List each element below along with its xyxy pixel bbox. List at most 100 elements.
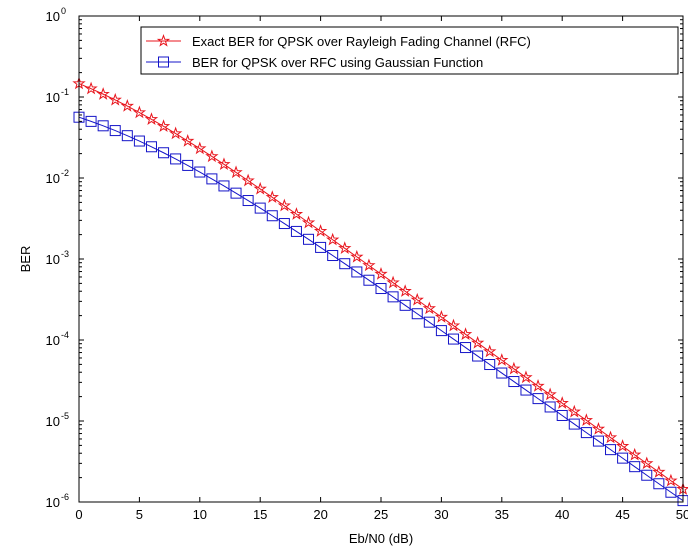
square-marker (315, 241, 327, 253)
series-0 (72, 76, 688, 495)
square-marker (254, 202, 266, 214)
square-marker (194, 166, 206, 178)
legend-marker-gaussian (158, 56, 169, 68)
square-marker (109, 125, 121, 137)
square-marker (133, 135, 145, 147)
square-marker (170, 153, 182, 165)
square-marker (375, 283, 387, 295)
square-marker (158, 147, 170, 159)
legend-square-icon (158, 56, 169, 68)
star-marker (289, 207, 304, 220)
square-marker (411, 308, 423, 320)
square-marker (568, 418, 580, 430)
square-marker (399, 299, 411, 311)
square-marker (387, 291, 399, 303)
square-marker (472, 350, 484, 362)
square-marker (266, 210, 278, 222)
square-marker (303, 233, 315, 245)
x-tick-label: 45 (615, 507, 629, 522)
star-marker (374, 267, 388, 280)
star-marker (446, 318, 461, 332)
square-marker (556, 409, 568, 421)
x-tick-label: 30 (434, 507, 448, 522)
x-tick-label: 35 (495, 507, 509, 522)
square-marker (290, 225, 302, 237)
series-layer (72, 76, 688, 507)
square-marker (423, 316, 435, 328)
star-marker (301, 215, 316, 229)
x-tick-label: 5 (136, 507, 143, 522)
star-marker (495, 353, 509, 366)
y-tick-exponent: -2 (61, 168, 69, 178)
square-marker (278, 218, 290, 230)
y-tick-label: 10 (46, 414, 60, 429)
square-marker (508, 376, 520, 388)
star-marker (144, 112, 159, 125)
star-marker (181, 134, 195, 147)
star-marker (338, 241, 352, 254)
y-axis-label: BER (18, 246, 33, 273)
x-tick-label: 10 (193, 507, 207, 522)
y-tick-label: 10 (46, 333, 60, 348)
legend-marker-exact (156, 33, 171, 47)
star-marker (386, 275, 400, 289)
star-marker (591, 421, 606, 435)
star-marker (241, 173, 255, 187)
star-marker (84, 81, 98, 95)
square-marker (435, 325, 447, 337)
star-marker (664, 473, 678, 487)
square-marker (327, 250, 339, 262)
star-marker (652, 465, 666, 478)
square-marker (629, 461, 641, 473)
square-marker (605, 444, 617, 456)
square-marker (532, 393, 544, 405)
y-tick-exponent: -6 (61, 492, 69, 502)
star-marker (108, 92, 122, 106)
y-tick-exponent: -4 (61, 330, 69, 340)
star-marker (350, 249, 364, 263)
square-marker (351, 266, 363, 278)
legend-label-gaussian: BER for QPSK over RFC using Gaussian Fun… (192, 55, 483, 70)
square-marker (580, 427, 592, 439)
square-marker (617, 452, 629, 464)
square-marker (447, 333, 459, 345)
square-marker (484, 359, 496, 371)
y-tick-exponent: -1 (61, 87, 69, 97)
x-tick-label: 50 (676, 507, 688, 522)
plot-area (79, 16, 683, 502)
legend-box (140, 26, 679, 75)
star-marker (458, 327, 473, 341)
star-marker (326, 232, 340, 246)
x-tick-label: 40 (555, 507, 569, 522)
square-marker (206, 173, 218, 185)
square-marker (363, 274, 375, 286)
star-marker (434, 310, 449, 323)
y-tick-exponent: -3 (61, 249, 69, 259)
star-marker (193, 141, 207, 155)
star-marker (96, 87, 110, 100)
x-tick-label: 20 (313, 507, 327, 522)
star-marker (519, 370, 533, 384)
square-marker (230, 187, 242, 199)
series-line (78, 83, 684, 490)
star-marker (205, 149, 219, 163)
star-marker (531, 379, 545, 392)
star-marker (362, 258, 376, 272)
star-marker (132, 105, 147, 119)
x-tick-label: 15 (253, 507, 267, 522)
square-marker (85, 115, 97, 127)
x-tick-label: 25 (374, 507, 388, 522)
star-marker (567, 404, 581, 418)
star-marker (615, 439, 630, 452)
y-tick-exponent: -5 (61, 411, 69, 421)
star-marker (265, 190, 279, 203)
square-marker (182, 159, 194, 171)
square-marker (218, 180, 230, 192)
x-tick-label: 0 (75, 507, 82, 522)
y-tick-exponent: 0 (61, 6, 66, 16)
square-marker (665, 486, 677, 498)
star-marker (313, 224, 328, 237)
square-marker (121, 130, 133, 142)
